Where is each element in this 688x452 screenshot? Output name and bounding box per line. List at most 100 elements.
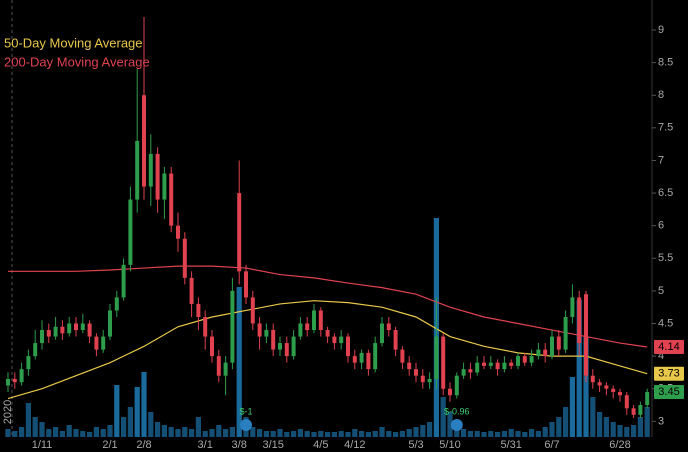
candle-body — [570, 297, 575, 317]
y-tick-label: 5 — [658, 285, 664, 297]
y-tick-label: 5.5 — [658, 252, 673, 264]
candle-body — [135, 140, 140, 200]
volume-bar — [556, 417, 562, 437]
y-tick-label: 3 — [658, 415, 664, 427]
candle-body — [407, 362, 412, 370]
candle-body — [12, 378, 17, 383]
volume-bar — [182, 427, 188, 437]
candle-body — [318, 310, 323, 331]
volume-bar — [495, 432, 501, 437]
volume-bar — [372, 431, 378, 437]
x-tick-label: 5/31 — [500, 439, 521, 451]
y-tick-label: 7 — [658, 154, 664, 166]
volume-bar — [236, 287, 242, 437]
volume-bar — [590, 397, 596, 437]
volume-bar — [263, 431, 269, 437]
candle-body — [584, 294, 588, 376]
volume-bar — [127, 407, 133, 437]
year-label: 2020 — [2, 400, 14, 424]
candle-body — [427, 378, 432, 383]
price-tag-label: 3.45 — [658, 386, 679, 398]
x-tick-label: 3/8 — [232, 439, 247, 451]
volume-bar — [297, 429, 303, 437]
volume-bar — [474, 431, 480, 437]
candle-body — [291, 336, 296, 357]
volume-bar — [80, 431, 86, 437]
volume-bar — [100, 429, 106, 437]
volume-bar — [624, 427, 630, 437]
price-tag — [654, 366, 684, 381]
candle-body — [278, 343, 282, 350]
candle-body — [373, 343, 378, 370]
volume-bar — [39, 422, 45, 437]
candle-body — [624, 395, 629, 409]
volume-bar — [440, 397, 446, 437]
candle-body — [162, 173, 167, 200]
candle-body — [189, 277, 194, 304]
y-tick-label: 4.5 — [658, 317, 673, 329]
volume-bar — [209, 429, 215, 437]
candle-body — [536, 349, 541, 357]
candle-body — [516, 356, 520, 366]
candle-body — [305, 323, 310, 331]
volume-bar — [603, 417, 609, 437]
candle-body — [148, 153, 153, 187]
candle-body — [393, 330, 398, 350]
event-icon — [450, 419, 463, 431]
volume-bar — [32, 417, 38, 437]
volume-bar — [304, 431, 310, 437]
candle-body — [380, 323, 384, 344]
legend-entry: 50-Day Moving Average — [4, 35, 143, 50]
candle-body — [312, 310, 316, 331]
volume-bar — [318, 431, 324, 437]
candle-body — [645, 391, 650, 406]
volume-bar — [597, 412, 603, 437]
volume-bar — [610, 422, 616, 437]
volume-bar — [467, 431, 473, 437]
x-tick-label: 6/28 — [609, 439, 630, 451]
candle-body — [142, 95, 146, 187]
volume-bar — [338, 431, 344, 437]
candle-body — [495, 362, 500, 370]
x-tick-label: 2/8 — [136, 439, 151, 451]
volume-bar — [195, 417, 201, 437]
candle-body — [264, 330, 269, 337]
candle-body — [631, 408, 636, 415]
candle-body — [121, 264, 126, 298]
volume-bar — [175, 429, 181, 437]
candle-body — [128, 199, 133, 265]
volume-bar — [87, 432, 93, 437]
candle-body — [414, 369, 418, 376]
candle-body — [339, 336, 344, 344]
y-tick-label: 8 — [658, 89, 664, 101]
candle-body — [563, 316, 568, 350]
volume-bar — [563, 407, 569, 437]
volume-bar — [549, 422, 555, 437]
volume-bar — [161, 425, 167, 437]
volume-bar — [488, 431, 494, 437]
candle-body — [223, 362, 228, 376]
volume-bar — [386, 431, 392, 437]
volume-bar — [617, 425, 623, 437]
candle-body — [271, 330, 276, 350]
candle-body — [400, 349, 405, 363]
volume-bar — [399, 431, 405, 437]
volume-bar — [202, 431, 208, 437]
volume-bar — [53, 427, 59, 437]
candle-body — [40, 330, 44, 344]
candle-body — [298, 323, 303, 337]
candle-body — [257, 323, 262, 337]
volume-bar — [93, 427, 99, 437]
volume-bar — [291, 431, 297, 437]
candle-body — [74, 323, 78, 331]
candle-body — [577, 297, 582, 344]
y-tick-label: 9 — [658, 24, 664, 36]
candle-body — [94, 336, 99, 350]
volume-bar — [345, 432, 351, 437]
candle-body — [556, 336, 561, 350]
volume-bar — [365, 432, 371, 437]
volume-bar — [12, 431, 18, 437]
candle-body — [618, 391, 622, 396]
candle-body — [522, 356, 527, 363]
y-tick-label: 6 — [658, 220, 664, 232]
